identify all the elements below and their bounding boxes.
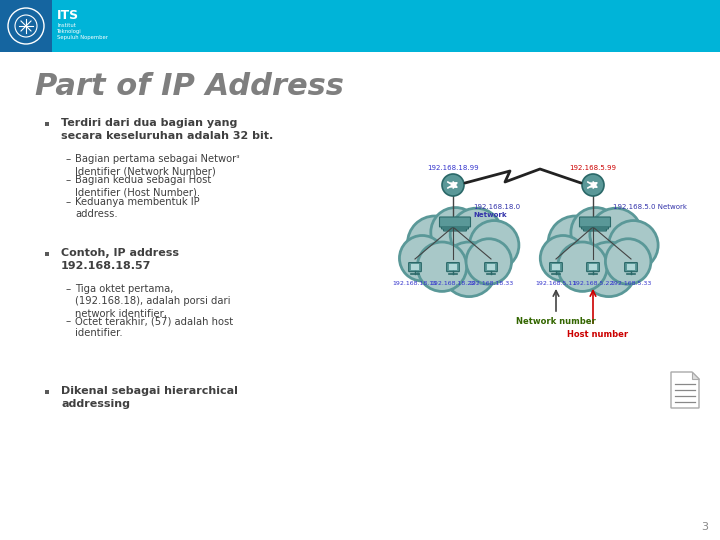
Circle shape	[431, 207, 480, 257]
Circle shape	[466, 239, 511, 284]
FancyBboxPatch shape	[45, 122, 49, 126]
Circle shape	[571, 207, 621, 257]
Circle shape	[540, 235, 586, 281]
Text: Host number: Host number	[567, 330, 629, 339]
Text: Dikenal sebagai hierarchical
addressing: Dikenal sebagai hierarchical addressing	[61, 386, 238, 409]
Text: –: –	[65, 154, 71, 164]
FancyBboxPatch shape	[0, 0, 720, 52]
FancyBboxPatch shape	[410, 264, 419, 269]
Text: Bagian kedua sebagai Host
Identifier (Host Number).: Bagian kedua sebagai Host Identifier (Ho…	[75, 175, 211, 198]
Text: –: –	[65, 175, 71, 185]
Circle shape	[582, 174, 604, 196]
FancyBboxPatch shape	[439, 217, 470, 227]
FancyBboxPatch shape	[0, 0, 52, 52]
FancyBboxPatch shape	[449, 264, 457, 269]
Text: 192.168.5.11: 192.168.5.11	[536, 281, 577, 286]
Circle shape	[606, 239, 651, 284]
Circle shape	[442, 174, 464, 196]
Text: ITS: ITS	[57, 9, 79, 22]
Text: Part of IP Address: Part of IP Address	[35, 72, 344, 101]
Text: 192.168.5.99: 192.168.5.99	[570, 165, 616, 171]
FancyBboxPatch shape	[589, 264, 598, 269]
FancyBboxPatch shape	[485, 262, 498, 272]
Text: Terdiri dari dua bagian yang
secara keseluruhan adalah 32 bit.: Terdiri dari dua bagian yang secara kese…	[61, 118, 274, 141]
FancyBboxPatch shape	[487, 264, 495, 269]
Circle shape	[590, 208, 642, 260]
Text: 3: 3	[701, 522, 708, 532]
Circle shape	[400, 235, 445, 281]
FancyBboxPatch shape	[441, 219, 469, 229]
Circle shape	[424, 219, 496, 291]
Text: Contoh, IP address
192.168.18.57: Contoh, IP address 192.168.18.57	[61, 248, 179, 271]
FancyBboxPatch shape	[580, 217, 611, 227]
Circle shape	[441, 242, 496, 296]
Circle shape	[408, 216, 462, 271]
Text: Octet terakhir, (57) adalah host
identifier.: Octet terakhir, (57) adalah host identif…	[75, 316, 233, 339]
FancyBboxPatch shape	[583, 221, 606, 231]
Text: 192.168.18.22: 192.168.18.22	[431, 281, 476, 286]
Circle shape	[564, 219, 636, 291]
FancyBboxPatch shape	[587, 262, 599, 272]
FancyBboxPatch shape	[409, 262, 421, 272]
Text: Network number: Network number	[516, 317, 596, 326]
Circle shape	[469, 220, 519, 270]
Text: 192.168.18.33: 192.168.18.33	[469, 281, 513, 286]
Text: Institut
Teknologi
Sepuluh Nopember: Institut Teknologi Sepuluh Nopember	[57, 23, 108, 40]
FancyBboxPatch shape	[552, 264, 560, 269]
Text: 192.168.5.33: 192.168.5.33	[611, 281, 652, 286]
FancyBboxPatch shape	[625, 262, 637, 272]
Text: –: –	[65, 316, 71, 326]
Polygon shape	[671, 372, 699, 408]
FancyBboxPatch shape	[45, 390, 49, 394]
FancyBboxPatch shape	[582, 219, 608, 229]
Text: 192.168.5.22: 192.168.5.22	[572, 281, 613, 286]
FancyBboxPatch shape	[626, 264, 635, 269]
FancyBboxPatch shape	[446, 262, 459, 272]
Circle shape	[418, 242, 467, 292]
Circle shape	[450, 208, 503, 260]
Text: Bagian pertama sebagai Networᵌ
Identifier (Network Number): Bagian pertama sebagai Networᵌ Identifie…	[75, 154, 240, 177]
Circle shape	[558, 242, 607, 292]
Circle shape	[608, 220, 658, 270]
Text: –: –	[65, 284, 71, 294]
Circle shape	[582, 242, 636, 296]
Text: 192.168.18.11: 192.168.18.11	[392, 281, 438, 286]
Text: Tiga oktet pertama,
(192.168.18), adalah porsi dari
network identifier,: Tiga oktet pertama, (192.168.18), adalah…	[75, 284, 230, 319]
Text: 192.168.18.0: 192.168.18.0	[473, 204, 520, 210]
FancyBboxPatch shape	[444, 221, 467, 231]
Text: 192.168.18.99: 192.168.18.99	[427, 165, 479, 171]
FancyBboxPatch shape	[45, 252, 49, 256]
Text: Network: Network	[473, 212, 507, 218]
Text: –: –	[65, 197, 71, 207]
FancyBboxPatch shape	[549, 262, 562, 272]
Polygon shape	[692, 372, 699, 379]
Circle shape	[548, 216, 603, 271]
Text: 192.168.5.0 Network: 192.168.5.0 Network	[613, 204, 687, 210]
Text: Keduanya membentuk IP
address.: Keduanya membentuk IP address.	[75, 197, 199, 219]
